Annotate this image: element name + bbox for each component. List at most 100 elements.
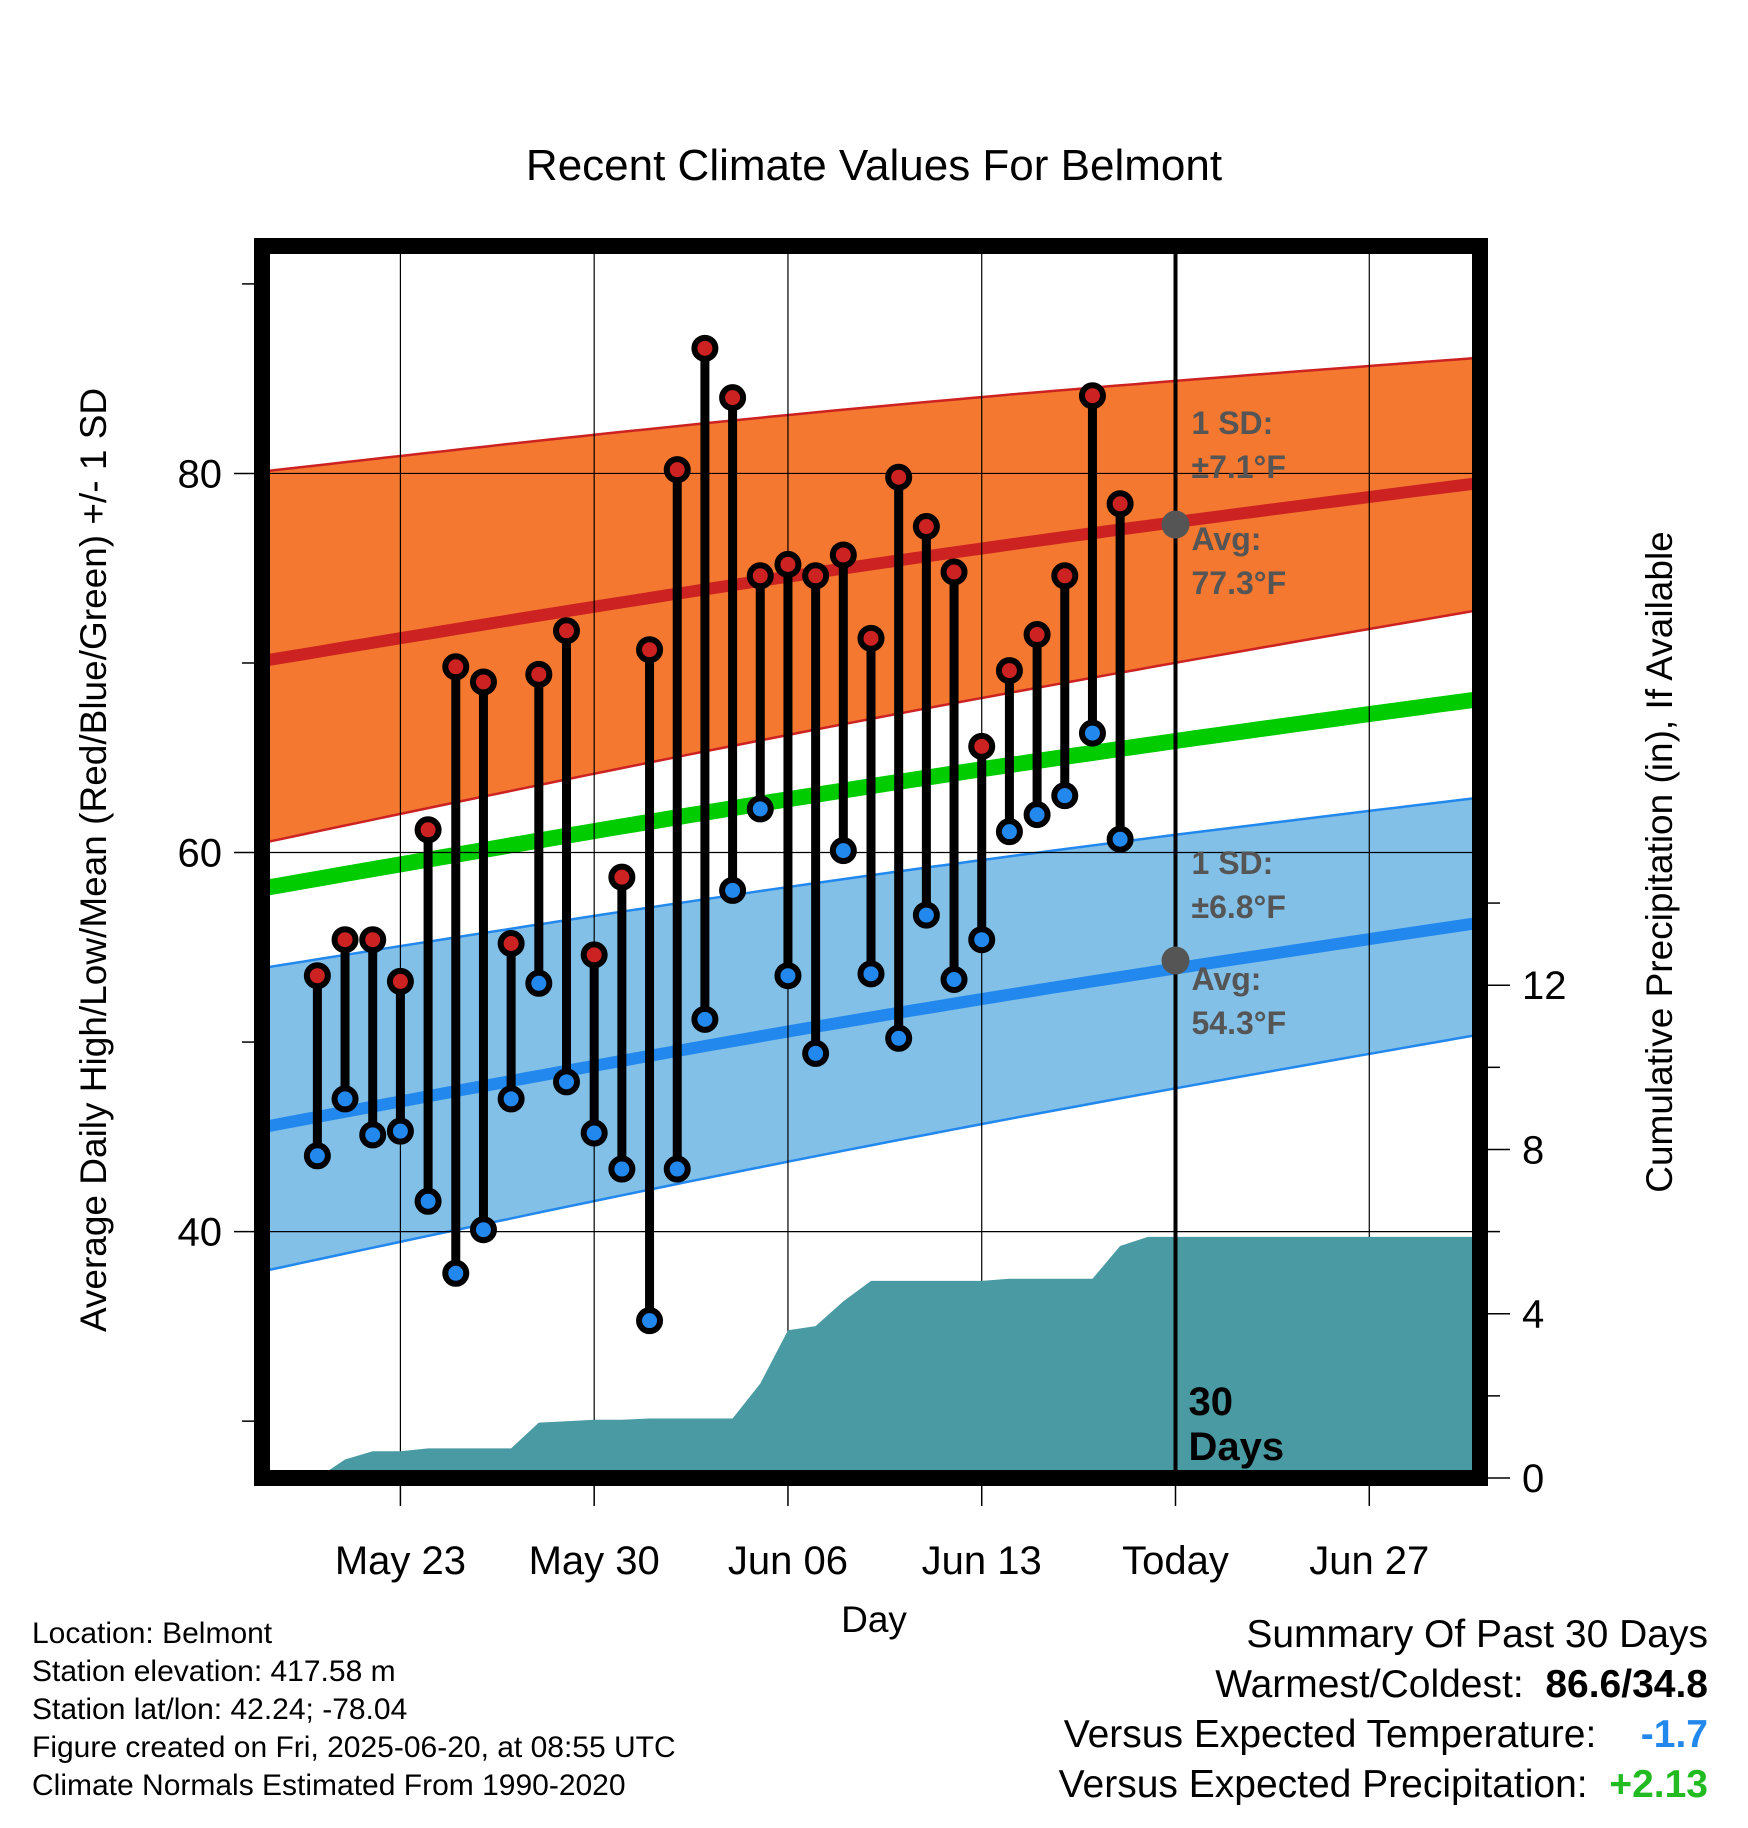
- precip-label: Versus Expected Precipitation:: [1058, 1763, 1588, 1806]
- x-tick-label: May 23: [335, 1539, 466, 1583]
- daily-low-point: [968, 926, 996, 954]
- daily-high-point: [414, 816, 442, 844]
- summary-precip: Versus Expected Precipitation: +2.13: [1059, 1760, 1708, 1810]
- daily-high-point: [636, 636, 664, 664]
- high-sd-value: ±7.1°F: [1192, 449, 1286, 485]
- summary-title: Summary Of Past 30 Days: [1246, 1613, 1708, 1656]
- summary-panel: Summary Of Past 30 Days Warmest/Coldest:…: [1059, 1610, 1708, 1810]
- temp-value: -1.7: [1640, 1713, 1708, 1756]
- daily-high-point: [885, 463, 913, 491]
- daily-high-point: [746, 562, 774, 590]
- daily-high-point: [995, 657, 1023, 685]
- y2-axis-title: Cumulative Precipitation (in), If Availa…: [1639, 531, 1680, 1193]
- daily-high-point: [1078, 382, 1106, 410]
- y2-tick-label: 0: [1522, 1457, 1544, 1501]
- daily-high-point: [497, 930, 525, 958]
- x-tick-label: Today: [1122, 1539, 1229, 1583]
- daily-low-point: [608, 1155, 636, 1183]
- daily-high-point: [1051, 562, 1079, 590]
- daily-low-point: [442, 1259, 470, 1287]
- daily-low-point: [636, 1307, 664, 1335]
- daily-high-point: [525, 660, 553, 688]
- daily-low-point: [414, 1187, 442, 1215]
- daily-low-point: [1078, 719, 1106, 747]
- y2-tick-label: 4: [1522, 1293, 1544, 1337]
- daily-high-point: [553, 617, 580, 645]
- daily-low-point: [331, 1085, 359, 1113]
- daily-low-point: [359, 1121, 387, 1149]
- daily-high-point: [802, 562, 830, 590]
- summary-warm-cold: Warmest/Coldest: 86.6/34.8: [1059, 1660, 1708, 1710]
- daily-low-point: [525, 969, 553, 997]
- warm-cold-value: 86.6/34.8: [1545, 1663, 1708, 1706]
- high-avg-value: 77.3°F: [1192, 565, 1287, 601]
- daily-low-point: [885, 1024, 913, 1052]
- daily-low-point: [995, 818, 1023, 846]
- low-avg-label: Avg:: [1192, 961, 1262, 997]
- plot-content: [262, 246, 1480, 1478]
- normals-text: Climate Normals Estimated From 1990-2020: [32, 1769, 626, 1802]
- location-text: Location: Belmont: [32, 1617, 273, 1650]
- daily-low-point: [469, 1216, 497, 1244]
- daily-low-point: [663, 1155, 691, 1183]
- daily-low-point: [1106, 825, 1134, 853]
- daily-low-point: [497, 1085, 525, 1113]
- y2-tick-label: 12: [1522, 964, 1567, 1008]
- daily-high-point: [580, 941, 608, 969]
- daily-low-point: [774, 962, 802, 990]
- high-avg-line: [262, 476, 1480, 668]
- x-axis-title: Day: [841, 1599, 907, 1640]
- days-window-number: 30: [1189, 1380, 1234, 1424]
- daily-high-point: [359, 926, 387, 954]
- daily-low-point: [386, 1117, 414, 1145]
- daily-high-point: [1023, 621, 1051, 649]
- daily-high-point: [386, 967, 414, 995]
- daily-low-point: [857, 960, 885, 988]
- daily-low-point: [303, 1142, 331, 1170]
- daily-high-point: [1106, 490, 1134, 518]
- today-low-avg-marker: [1161, 946, 1190, 975]
- plot-area: 1 SD: ±7.1°F Avg: 77.3°F 1 SD: ±6.8°F Avg: 54.3…: [178, 238, 1567, 1583]
- daily-low-point: [719, 876, 747, 904]
- low-sd-value: ±6.8°F: [1192, 889, 1286, 925]
- precip-area: [317, 1236, 1480, 1478]
- days-window-label: Days: [1189, 1425, 1285, 1469]
- daily-high-point: [469, 668, 497, 696]
- daily-high-point: [719, 384, 747, 412]
- high-sd-upper-edge: [262, 356, 1480, 473]
- daily-low-point: [802, 1039, 830, 1067]
- daily-low-point: [691, 1005, 719, 1033]
- y-tick-label: 60: [178, 832, 223, 876]
- daily-high-point: [608, 863, 636, 891]
- daily-high-point: [774, 550, 802, 578]
- daily-high-point: [857, 624, 885, 652]
- created-text: Figure created on Fri, 2025-06-20, at 08…: [32, 1731, 676, 1764]
- daily-high-point: [691, 334, 719, 362]
- daily-low-point: [580, 1119, 608, 1147]
- x-tick-label: Jun 06: [728, 1539, 848, 1583]
- daily-low-point: [746, 795, 774, 823]
- daily-high-point: [829, 541, 857, 569]
- latlon-text: Station lat/lon: 42.24; -78.04: [32, 1693, 408, 1726]
- daily-high-point: [912, 513, 940, 541]
- y2-tick-label: 8: [1522, 1128, 1544, 1172]
- chart-title: Recent Climate Values For Belmont: [526, 141, 1222, 190]
- daily-high-point: [968, 732, 996, 760]
- daily-low-point: [912, 901, 940, 929]
- daily-high-point: [303, 962, 331, 990]
- elevation-text: Station elevation: 417.58 m: [32, 1655, 396, 1688]
- low-sd-label: 1 SD:: [1192, 845, 1274, 881]
- high-avg-label: Avg:: [1192, 521, 1262, 557]
- daily-low-point: [940, 966, 968, 994]
- x-tick-label: Jun 27: [1309, 1539, 1429, 1583]
- low-avg-value: 54.3°F: [1192, 1005, 1287, 1041]
- warm-cold-label: Warmest/Coldest:: [1215, 1663, 1524, 1706]
- today-high-avg-marker: [1161, 510, 1190, 539]
- high-sd-label: 1 SD:: [1192, 405, 1274, 441]
- plot-frame: [254, 238, 1488, 1486]
- daily-low-point: [1023, 801, 1051, 829]
- y-tick-label: 80: [178, 452, 223, 496]
- daily-high-point: [331, 926, 359, 954]
- daily-high-point: [940, 558, 968, 586]
- low-avg-line: [262, 916, 1480, 1134]
